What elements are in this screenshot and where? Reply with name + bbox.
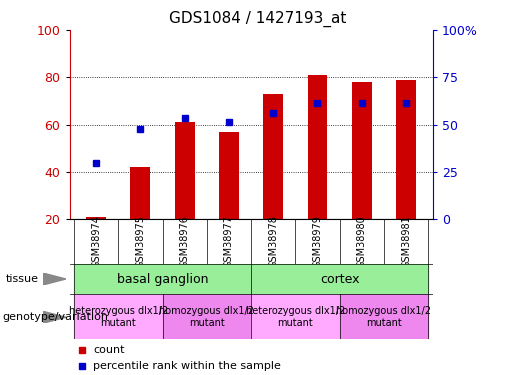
Polygon shape: [43, 273, 66, 285]
Bar: [130, 167, 150, 219]
Bar: [251, 294, 339, 339]
Bar: [352, 82, 372, 219]
Text: GSM38976: GSM38976: [180, 215, 190, 268]
Text: GSM38974: GSM38974: [91, 215, 101, 268]
Text: GSM38979: GSM38979: [313, 215, 322, 268]
Text: GSM38981: GSM38981: [401, 216, 411, 268]
Bar: [175, 122, 195, 219]
Polygon shape: [43, 311, 66, 323]
Text: cortex: cortex: [320, 273, 359, 286]
Bar: [307, 75, 328, 219]
Text: genotype/variation: genotype/variation: [3, 312, 109, 322]
Bar: [74, 294, 163, 339]
Bar: [86, 217, 106, 219]
Text: heterozygous dlx1/2
mutant: heterozygous dlx1/2 mutant: [246, 306, 345, 328]
Text: GSM38978: GSM38978: [268, 215, 278, 268]
Bar: [263, 94, 283, 219]
Bar: [163, 294, 251, 339]
Bar: [396, 80, 416, 219]
Text: heterozygous dlx1/2
mutant: heterozygous dlx1/2 mutant: [68, 306, 168, 328]
Text: tissue: tissue: [6, 274, 39, 284]
Text: homozygous dlx1/2
mutant: homozygous dlx1/2 mutant: [336, 306, 432, 328]
Text: GSM38975: GSM38975: [135, 215, 145, 268]
Text: GDS1084 / 1427193_at: GDS1084 / 1427193_at: [169, 11, 346, 27]
Text: GSM38977: GSM38977: [224, 215, 234, 268]
Bar: [339, 294, 428, 339]
Text: basal ganglion: basal ganglion: [117, 273, 208, 286]
Text: count: count: [93, 345, 125, 355]
Bar: [219, 132, 239, 219]
Text: homozygous dlx1/2
mutant: homozygous dlx1/2 mutant: [159, 306, 254, 328]
Text: GSM38980: GSM38980: [357, 216, 367, 268]
Bar: [74, 264, 251, 294]
Bar: [251, 264, 428, 294]
Text: percentile rank within the sample: percentile rank within the sample: [93, 361, 281, 371]
